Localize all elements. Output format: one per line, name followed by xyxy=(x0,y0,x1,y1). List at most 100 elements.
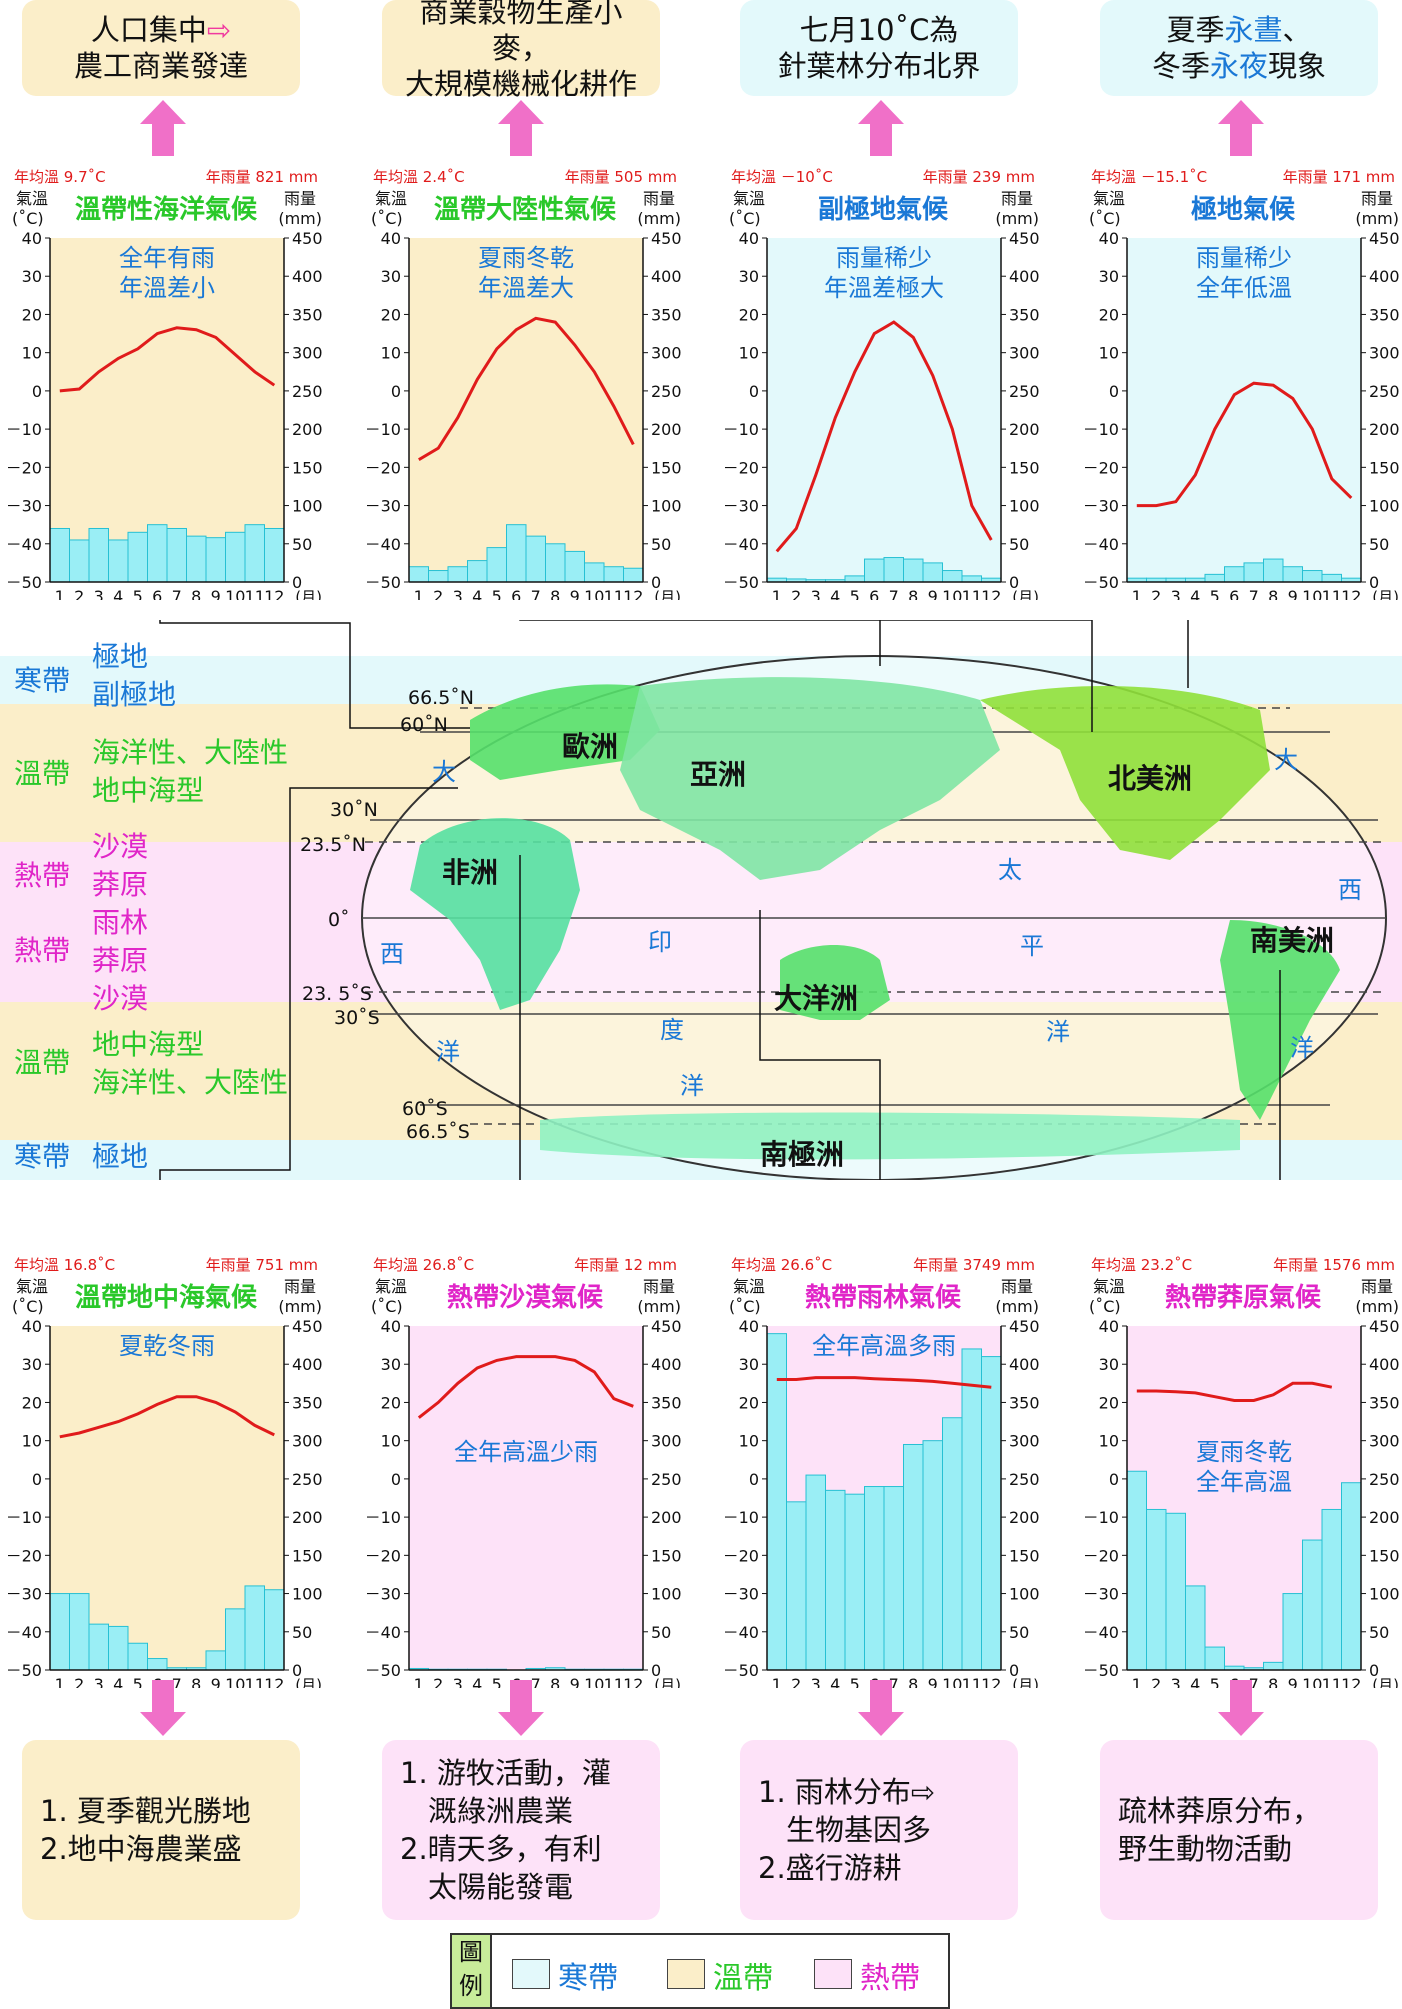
month-tick-label: 9 xyxy=(1288,1675,1298,1688)
temp-tick-label: －40 xyxy=(367,535,401,554)
month-tick-label: 1 xyxy=(414,1675,424,1688)
month-tick-label: 12 xyxy=(623,1675,643,1688)
bottom-box-3: 1. 雨林分布⇨ 生物基因多 2.盛行游耕 xyxy=(740,1740,1018,1920)
temp-axis-label: 氣溫 xyxy=(1093,189,1125,208)
bottom-box-2: 1. 游牧活動，灌 溉綠洲農業 2.晴天多，有利 太陽能發電 xyxy=(382,1740,660,1920)
month-tick-label: 10 xyxy=(225,1675,245,1688)
legend-label-tropical: 熱帶 xyxy=(860,1961,920,1996)
zone-item: 雨林 xyxy=(92,906,148,939)
continent-label: 南極洲 xyxy=(760,1138,844,1171)
temp-tick-label: 10 xyxy=(1099,344,1119,363)
precip-bar xyxy=(1263,1661,1284,1671)
legend-label-temperate: 溫帶 xyxy=(713,1961,773,1996)
box-text: 針葉林分布北界 xyxy=(777,49,981,83)
precip-bar xyxy=(147,1658,168,1671)
rain-tick-label: 100 xyxy=(292,497,323,516)
temp-tick-label: 20 xyxy=(1099,305,1119,324)
rain-tick-label: 50 xyxy=(651,1623,671,1642)
month-unit-label: (月) xyxy=(295,588,322,600)
temp-tick-label: 10 xyxy=(381,344,401,363)
rain-tick-label: 400 xyxy=(651,1355,682,1374)
month-unit-label: (月) xyxy=(654,1676,681,1688)
box-text: 2.地中海農業盛 xyxy=(40,1832,242,1866)
precip-bar xyxy=(1243,562,1264,583)
precip-bar xyxy=(69,539,90,583)
rain-tick-label: 100 xyxy=(1369,1585,1400,1604)
precip-bar xyxy=(545,543,566,583)
ocean-label: 大 xyxy=(432,758,456,786)
chart-title: 溫帶大陸性氣候 xyxy=(434,194,617,225)
rain-tick-label: 200 xyxy=(1369,420,1400,439)
plot-area xyxy=(409,1326,643,1670)
annual-rain-label: 年雨量 239 mm xyxy=(923,168,1035,186)
rain-tick-label: 50 xyxy=(292,535,312,554)
top-box-2: 商業穀物生產小麥， 大規模機械化耕作 xyxy=(382,0,660,101)
chart-title: 熱帶雨林氣候 xyxy=(805,1282,962,1313)
month-tick-label: 12 xyxy=(264,587,284,600)
box-text: 生物基因多 xyxy=(786,1813,932,1847)
temp-tick-label: 10 xyxy=(739,344,759,363)
lat-label: 30˚N xyxy=(330,799,378,821)
precip-bar xyxy=(961,1348,982,1671)
rain-tick-label: 150 xyxy=(1369,458,1400,477)
month-tick-label: 7 xyxy=(172,1675,182,1688)
temp-tick-label: －10 xyxy=(8,420,42,439)
temp-tick-label: 40 xyxy=(22,229,42,248)
month-tick-label: 1 xyxy=(414,587,424,600)
zone-item: 莽原 xyxy=(92,868,148,901)
avg-temp-label: 年均溫 2.4˚C xyxy=(373,168,465,186)
precip-bar xyxy=(1146,1508,1167,1671)
precip-bar xyxy=(1165,1512,1186,1671)
temp-axis-unit: (˚C) xyxy=(1089,209,1121,228)
zone-label: 寒帶 xyxy=(14,1140,70,1173)
temp-tick-label: －50 xyxy=(725,1661,759,1680)
climate-chart-desert: 年均溫 26.8˚C 年雨量 12 mm 氣溫 (˚C) 雨量 (mm) 熱帶沙漠氣候 40 3… xyxy=(367,1248,683,1688)
month-unit-label: (月) xyxy=(1012,588,1039,600)
temp-tick-label: 40 xyxy=(381,1317,401,1336)
chart-title: 熱帶莽原氣候 xyxy=(1165,1282,1322,1313)
rain-tick-label: 350 xyxy=(651,1393,682,1412)
month-tick-label: 4 xyxy=(1190,587,1200,600)
up-arrow-icon xyxy=(858,100,904,156)
down-arrow-icon xyxy=(140,1680,186,1736)
temperature-line xyxy=(59,1395,275,1439)
legend-title: 圖 例 xyxy=(452,1935,492,2007)
precip-bar xyxy=(1126,1470,1147,1671)
rain-tick-label: 300 xyxy=(1369,344,1400,363)
avg-temp-label: 年均溫 9.7˚C xyxy=(14,168,106,186)
annual-rain-label: 年雨量 751 mm xyxy=(206,1256,318,1274)
down-arrow-icon xyxy=(858,1680,904,1736)
temp-axis-unit: (˚C) xyxy=(12,209,44,228)
rain-tick-label: 350 xyxy=(651,305,682,324)
rain-axis-label: 雨量 xyxy=(284,189,316,208)
zone-item: 地中海型 xyxy=(92,1028,204,1061)
temp-tick-label: 10 xyxy=(22,344,42,363)
month-unit-label: (月) xyxy=(654,588,681,600)
precip-bar xyxy=(1263,558,1284,583)
precip-bar xyxy=(428,570,449,583)
month-tick-label: 9 xyxy=(928,587,938,600)
month-tick-label: 2 xyxy=(1151,1675,1161,1688)
temp-tick-label: －20 xyxy=(367,458,401,477)
rain-tick-label: 150 xyxy=(1009,1546,1040,1565)
continent-label: 非洲 xyxy=(442,856,498,889)
plot-area xyxy=(767,238,1001,582)
rain-tick-label: 300 xyxy=(1009,344,1040,363)
temp-tick-label: －30 xyxy=(367,497,401,516)
precip-bar xyxy=(1321,1508,1342,1671)
rain-tick-label: 300 xyxy=(292,344,323,363)
rain-tick-label: 400 xyxy=(1009,267,1040,286)
box-text: 現象 xyxy=(1268,49,1327,83)
temp-tick-label: 20 xyxy=(739,1393,759,1412)
month-tick-label: 11 xyxy=(604,1675,624,1688)
down-arrow-icon xyxy=(498,1680,544,1736)
precip-bar xyxy=(506,524,527,583)
month-tick-label: 11 xyxy=(962,587,982,600)
rain-tick-label: 300 xyxy=(1369,1432,1400,1451)
month-tick-label: 7 xyxy=(889,1675,899,1688)
temp-tick-label: －10 xyxy=(367,1508,401,1527)
precip-bar xyxy=(147,524,168,583)
